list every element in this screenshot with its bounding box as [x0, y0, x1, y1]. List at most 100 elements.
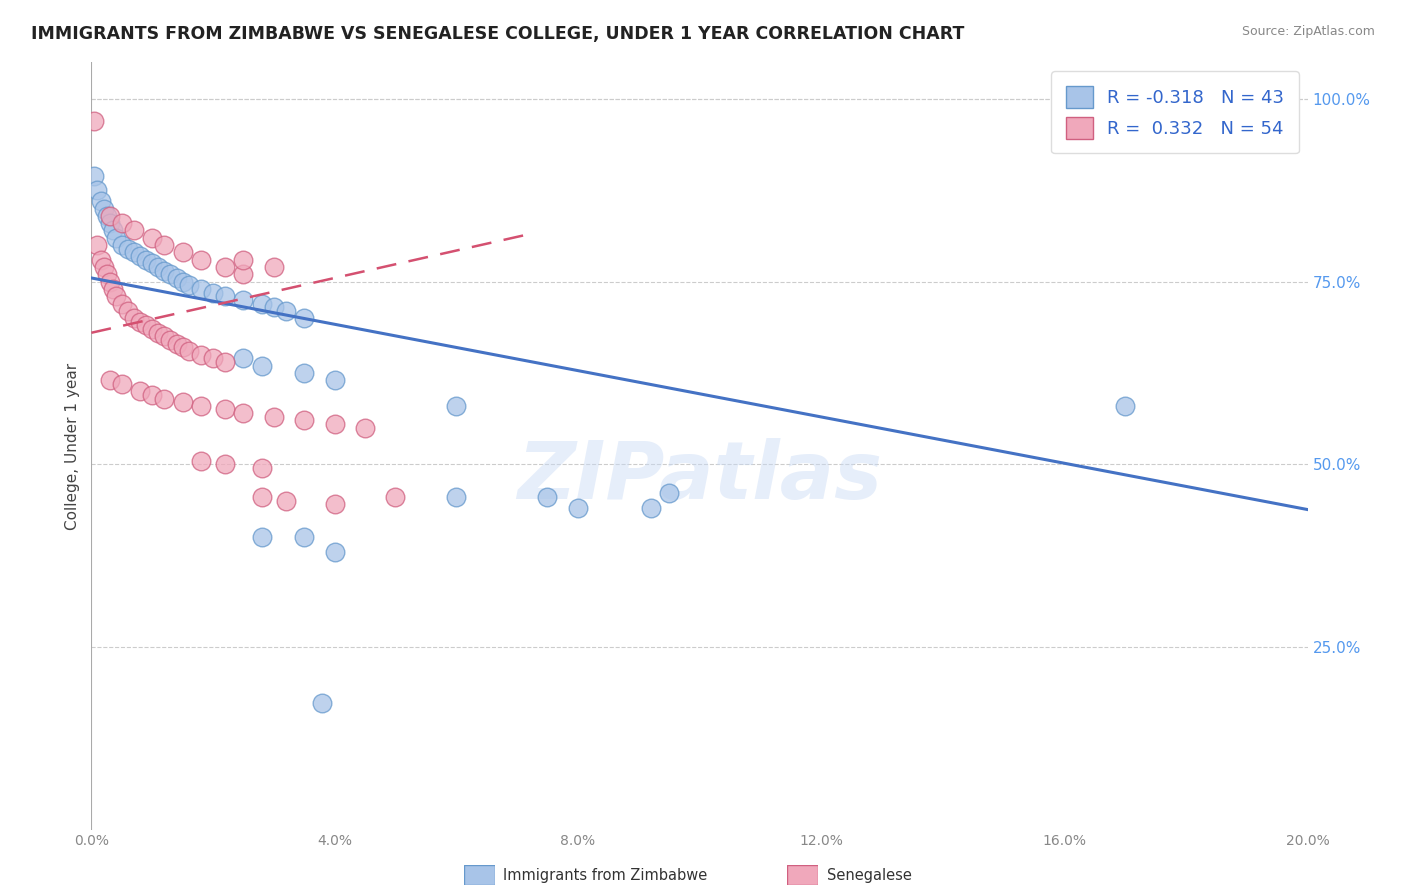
Point	[141, 256, 163, 270]
Point	[214, 457, 236, 471]
Point	[141, 231, 163, 245]
Point	[96, 209, 118, 223]
Point	[190, 453, 212, 467]
Point	[96, 268, 118, 282]
Point	[153, 329, 176, 343]
Point	[98, 209, 121, 223]
Point	[104, 231, 127, 245]
Text: ZIPatlas: ZIPatlas	[517, 438, 882, 516]
Point	[292, 413, 315, 427]
Point	[214, 289, 236, 303]
Point	[83, 114, 105, 128]
Point	[159, 268, 181, 282]
Point	[444, 490, 467, 504]
Point	[86, 238, 108, 252]
Point	[86, 183, 108, 197]
Point	[153, 263, 176, 277]
Point	[658, 486, 681, 500]
Point	[172, 340, 194, 354]
Point	[93, 260, 115, 274]
Point	[111, 376, 134, 391]
Point	[567, 501, 589, 516]
Point	[122, 245, 145, 260]
Point	[384, 490, 406, 504]
Point	[117, 242, 139, 256]
Point	[292, 311, 315, 326]
Point	[98, 275, 121, 289]
Point	[122, 311, 145, 326]
Point	[323, 545, 346, 559]
Point	[202, 285, 225, 300]
Point	[190, 252, 212, 267]
Point	[232, 268, 254, 282]
Point	[117, 303, 139, 318]
Point	[129, 384, 152, 399]
Point	[172, 395, 194, 409]
Text: Source: ZipAtlas.com: Source: ZipAtlas.com	[1241, 25, 1375, 38]
Point	[323, 373, 346, 387]
Point	[98, 216, 121, 230]
Point	[89, 252, 111, 267]
Point	[323, 498, 346, 512]
Point	[263, 409, 285, 424]
Point	[177, 344, 200, 359]
Point	[274, 493, 297, 508]
Point	[129, 249, 152, 263]
Point	[93, 202, 115, 216]
Point	[292, 530, 315, 544]
Text: Immigrants from Zimbabwe: Immigrants from Zimbabwe	[503, 869, 707, 883]
Point	[148, 326, 170, 340]
Point	[111, 216, 134, 230]
Point	[129, 315, 152, 329]
Point	[263, 300, 285, 314]
Point	[250, 296, 273, 310]
Point	[232, 252, 254, 267]
Point	[250, 530, 273, 544]
Point	[274, 303, 297, 318]
Point	[190, 399, 212, 413]
Legend: R = -0.318   N = 43, R =  0.332   N = 54: R = -0.318 N = 43, R = 0.332 N = 54	[1052, 71, 1299, 153]
Point	[232, 406, 254, 420]
Point	[111, 296, 134, 310]
Point	[159, 333, 181, 347]
Point	[232, 351, 254, 366]
Text: Senegalese: Senegalese	[827, 869, 911, 883]
Point	[83, 169, 105, 183]
Point	[190, 348, 212, 362]
Point	[166, 271, 188, 285]
Point	[101, 223, 124, 237]
Point	[250, 490, 273, 504]
Point	[111, 238, 134, 252]
Point	[354, 421, 377, 435]
Point	[190, 282, 212, 296]
Point	[135, 252, 157, 267]
Point	[311, 696, 333, 710]
Point	[122, 223, 145, 237]
Y-axis label: College, Under 1 year: College, Under 1 year	[65, 362, 80, 530]
Point	[263, 260, 285, 274]
Point	[153, 238, 176, 252]
Point	[444, 399, 467, 413]
Point	[232, 293, 254, 307]
Point	[153, 392, 176, 406]
Point	[214, 260, 236, 274]
Point	[292, 366, 315, 380]
Point	[89, 194, 111, 209]
Point	[166, 336, 188, 351]
Point	[177, 278, 200, 293]
Point	[141, 388, 163, 402]
Point	[640, 501, 662, 516]
Point	[250, 359, 273, 373]
Point	[250, 461, 273, 475]
Point	[1114, 399, 1136, 413]
Point	[214, 355, 236, 369]
Point	[323, 417, 346, 431]
Point	[135, 318, 157, 333]
Point	[202, 351, 225, 366]
Point	[98, 373, 121, 387]
Point	[148, 260, 170, 274]
Point	[101, 282, 124, 296]
Point	[172, 245, 194, 260]
Point	[141, 322, 163, 336]
Text: IMMIGRANTS FROM ZIMBABWE VS SENEGALESE COLLEGE, UNDER 1 YEAR CORRELATION CHART: IMMIGRANTS FROM ZIMBABWE VS SENEGALESE C…	[31, 25, 965, 43]
